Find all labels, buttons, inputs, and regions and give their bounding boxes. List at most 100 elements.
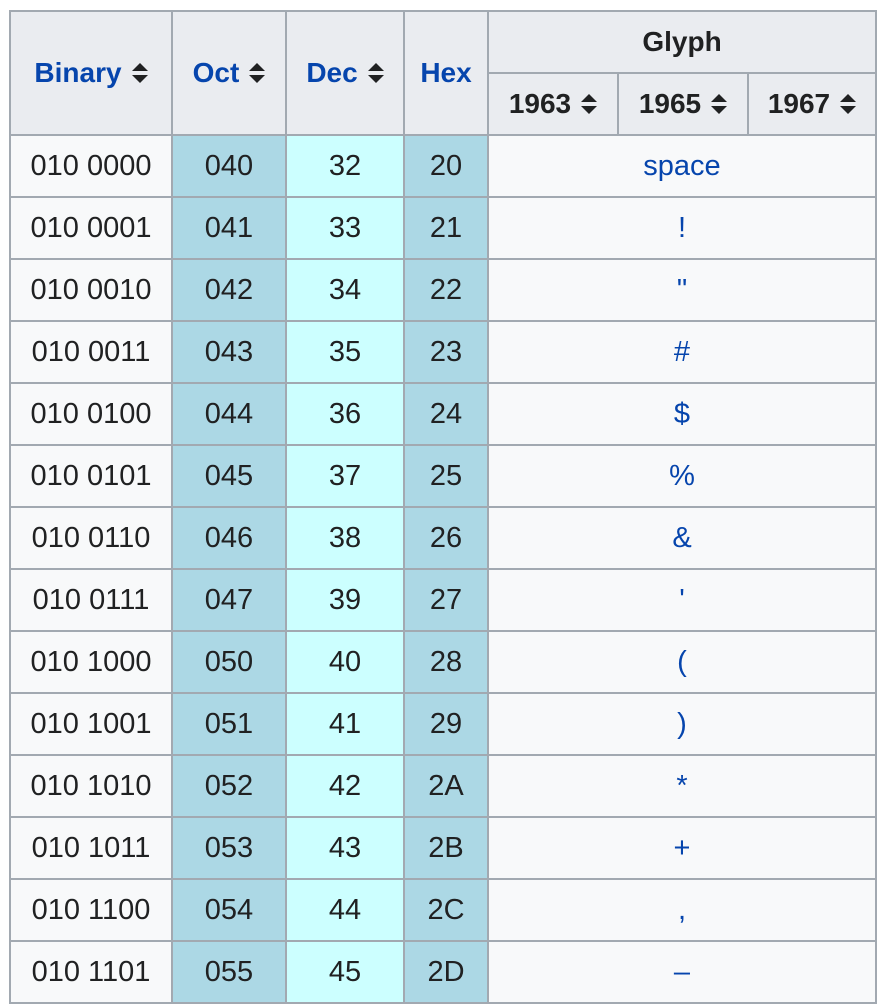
column-header-hex[interactable]: Hex — [403, 10, 489, 136]
table-header: Binary Oct Dec Hex — [9, 10, 877, 136]
glyph-cell: ' — [487, 568, 877, 632]
oct-cell: 042 — [171, 258, 287, 322]
column-header-1967[interactable]: 1967 — [747, 72, 877, 136]
oct-cell: 050 — [171, 630, 287, 694]
glyph-cell: * — [487, 754, 877, 818]
glyph-link[interactable]: – — [673, 955, 691, 988]
glyph-link[interactable]: % — [669, 459, 695, 492]
dec-cell: 34 — [285, 258, 405, 322]
hex-cell: 26 — [403, 506, 489, 570]
table-row: 010 0111 047 39 27 ' — [9, 568, 877, 632]
hex-header-link[interactable]: Hex — [420, 57, 472, 88]
binary-cell: 010 1101 — [9, 940, 173, 1004]
table-row: 010 1100 054 44 2C , — [9, 878, 877, 942]
ascii-table-wrapper: Binary Oct Dec Hex — [9, 10, 877, 1004]
hex-cell: 25 — [403, 444, 489, 508]
glyph-link[interactable]: ! — [677, 211, 687, 244]
sort-updown-icon[interactable] — [249, 62, 266, 84]
year-1963-label: 1963 — [508, 88, 572, 119]
year-1965-label: 1965 — [638, 88, 702, 119]
glyph-cell: space — [487, 134, 877, 198]
binary-cell: 010 0000 — [9, 134, 173, 198]
oct-cell: 044 — [171, 382, 287, 446]
dec-cell: 45 — [285, 940, 405, 1004]
binary-cell: 010 0101 — [9, 444, 173, 508]
column-header-binary[interactable]: Binary — [9, 10, 173, 136]
binary-cell: 010 0100 — [9, 382, 173, 446]
glyph-cell: $ — [487, 382, 877, 446]
binary-cell: 010 0111 — [9, 568, 173, 632]
hex-cell: 22 — [403, 258, 489, 322]
glyph-link[interactable]: * — [676, 769, 688, 802]
table-row: 010 0100 044 36 24 $ — [9, 382, 877, 446]
oct-cell: 055 — [171, 940, 287, 1004]
binary-cell: 010 0011 — [9, 320, 173, 384]
column-header-1963[interactable]: 1963 — [487, 72, 619, 136]
ascii-printable-table: Binary Oct Dec Hex — [9, 10, 877, 1004]
hex-cell: 21 — [403, 196, 489, 260]
hex-cell: 27 — [403, 568, 489, 632]
table-row: 010 0110 046 38 26 & — [9, 506, 877, 570]
table-row: 010 0000 040 32 20 space — [9, 134, 877, 198]
glyph-link[interactable]: $ — [673, 397, 691, 430]
table-row: 010 1001 051 41 29 ) — [9, 692, 877, 756]
binary-header-link[interactable]: Binary — [34, 57, 122, 88]
oct-header-link[interactable]: Oct — [192, 57, 240, 88]
column-header-dec[interactable]: Dec — [285, 10, 405, 136]
column-header-oct[interactable]: Oct — [171, 10, 287, 136]
glyph-link[interactable]: ' — [679, 583, 685, 616]
sort-updown-icon[interactable] — [581, 93, 598, 115]
glyph-link[interactable]: " — [676, 273, 688, 306]
hex-cell: 29 — [403, 692, 489, 756]
glyph-cell: # — [487, 320, 877, 384]
dec-cell: 41 — [285, 692, 405, 756]
sort-updown-icon[interactable] — [840, 93, 857, 115]
column-header-1965[interactable]: 1965 — [617, 72, 749, 136]
hex-cell: 24 — [403, 382, 489, 446]
oct-cell: 051 — [171, 692, 287, 756]
table-row: 010 0010 042 34 22 " — [9, 258, 877, 322]
glyph-cell: ! — [487, 196, 877, 260]
table-body: 010 0000 040 32 20 space 010 0001 041 33… — [9, 134, 877, 1004]
dec-cell: 33 — [285, 196, 405, 260]
binary-cell: 010 0110 — [9, 506, 173, 570]
oct-cell: 045 — [171, 444, 287, 508]
dec-cell: 42 — [285, 754, 405, 818]
glyph-link[interactable]: # — [673, 335, 691, 368]
sort-updown-icon[interactable] — [711, 93, 728, 115]
oct-cell: 040 — [171, 134, 287, 198]
table-row: 010 0011 043 35 23 # — [9, 320, 877, 384]
dec-header-link[interactable]: Dec — [306, 57, 358, 88]
table-row: 010 0001 041 33 21 ! — [9, 196, 877, 260]
dec-cell: 32 — [285, 134, 405, 198]
glyph-cell: , — [487, 878, 877, 942]
dec-cell: 44 — [285, 878, 405, 942]
sort-updown-icon[interactable] — [131, 62, 148, 84]
glyph-header-label: Glyph — [642, 26, 722, 57]
hex-cell: 23 — [403, 320, 489, 384]
binary-cell: 010 1010 — [9, 754, 173, 818]
glyph-link[interactable]: & — [672, 521, 692, 554]
binary-cell: 010 0001 — [9, 196, 173, 260]
hex-cell: 2A — [403, 754, 489, 818]
table-row: 010 1010 052 42 2A * — [9, 754, 877, 818]
oct-cell: 046 — [171, 506, 287, 570]
glyph-link[interactable]: , — [677, 893, 687, 926]
sort-updown-icon[interactable] — [367, 62, 384, 84]
table-row: 010 1000 050 40 28 ( — [9, 630, 877, 694]
binary-cell: 010 1100 — [9, 878, 173, 942]
glyph-link[interactable]: + — [673, 831, 691, 864]
glyph-cell: % — [487, 444, 877, 508]
glyph-cell: ( — [487, 630, 877, 694]
dec-cell: 43 — [285, 816, 405, 880]
binary-cell: 010 1001 — [9, 692, 173, 756]
glyph-link[interactable]: ( — [677, 645, 687, 678]
oct-cell: 047 — [171, 568, 287, 632]
dec-cell: 39 — [285, 568, 405, 632]
dec-cell: 37 — [285, 444, 405, 508]
oct-cell: 054 — [171, 878, 287, 942]
glyph-link[interactable]: ) — [677, 707, 687, 740]
dec-cell: 38 — [285, 506, 405, 570]
glyph-link[interactable]: space — [643, 149, 721, 182]
hex-cell: 2D — [403, 940, 489, 1004]
